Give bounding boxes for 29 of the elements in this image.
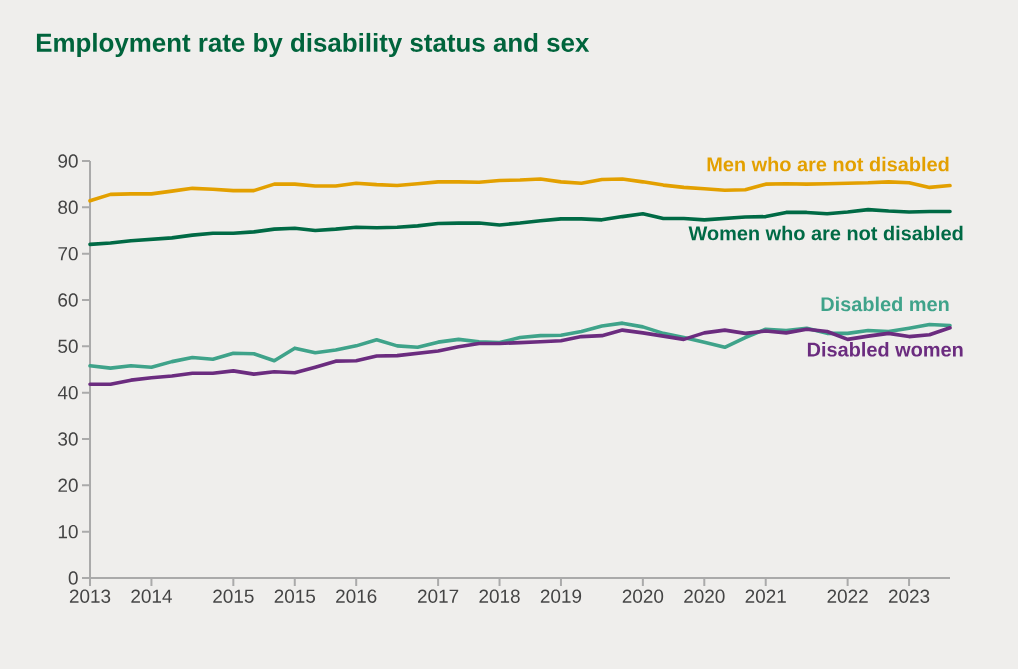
y-tick-label: 40 — [57, 385, 78, 400]
series-label: Women who are not disabled — [688, 225, 963, 241]
x-tick-label: 2013 — [69, 589, 111, 603]
series-label: Men who are not disabled — [707, 156, 949, 172]
x-tick-label: 2021 — [745, 589, 786, 603]
y-tick-label: 20 — [58, 478, 78, 493]
series-label: Disabled men — [821, 296, 949, 312]
x-tick-label: 2023 — [888, 589, 930, 603]
y-tick-label: 0 — [68, 571, 78, 585]
x-tick-label: 2018 — [479, 589, 520, 603]
line-series — [88, 177, 952, 203]
x-tick-label: 2019 — [540, 589, 582, 603]
x-tick-label: 2020 — [622, 589, 664, 603]
x-tick-label: 2015 — [274, 589, 316, 603]
series-label: Disabled women — [807, 341, 963, 357]
x-tick-label: 2016 — [336, 589, 377, 603]
y-tick-label: 90 — [58, 154, 78, 168]
x-tick-label: 2015 — [213, 589, 254, 603]
x-tick-label: 2017 — [418, 589, 459, 603]
y-tick-label: 10 — [58, 524, 78, 539]
y-tick-label: 80 — [58, 200, 78, 215]
y-tick-label: 70 — [58, 246, 78, 261]
y-tick-label: 60 — [58, 293, 78, 307]
x-tick-label: 2022 — [827, 589, 868, 603]
x-tick-label: 2020 — [684, 589, 725, 603]
y-tick-label: 50 — [58, 339, 78, 354]
y-tick-label: 30 — [58, 432, 78, 446]
x-tick-label: 2014 — [131, 589, 172, 603]
chart-title: Employment rate by disability status and sex — [36, 32, 590, 58]
